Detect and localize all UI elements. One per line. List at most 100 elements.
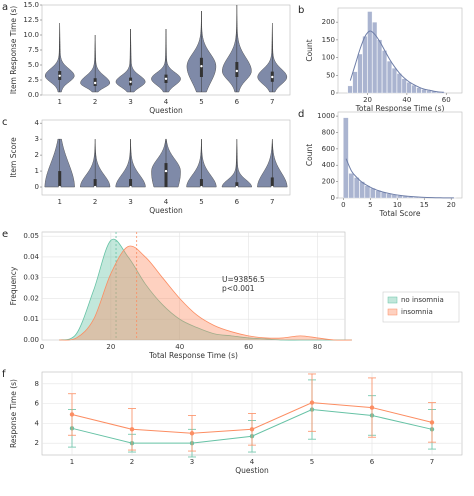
y-tick-label: 6 (35, 400, 40, 408)
kde-line (59, 238, 352, 341)
point (189, 431, 195, 436)
violin-median (58, 74, 61, 78)
y-tick-label: 800 (322, 128, 335, 136)
x-tick-label: 15 (420, 201, 429, 209)
kde-area (59, 245, 352, 341)
y-tick-label: 1000 (317, 112, 335, 120)
x-tick-label: 40 (175, 343, 184, 351)
y-tick-label: 0 (331, 194, 335, 202)
violin-box (199, 179, 203, 188)
violin-median (235, 185, 239, 189)
histogram-bar (391, 68, 397, 94)
violin-median (164, 77, 168, 81)
violin-box (129, 179, 133, 188)
histogram-bar (367, 11, 373, 94)
x-tick-label: 0 (40, 343, 44, 351)
kde-line (349, 30, 444, 93)
histogram-bar (377, 39, 383, 94)
y-tick-label: 7.5 (28, 46, 39, 54)
annotation: p<0.001 (222, 284, 255, 293)
y-axis-label: Count (305, 144, 314, 166)
y-tick-label: 2 (35, 151, 39, 159)
histogram-bar (396, 73, 402, 94)
point (69, 412, 75, 417)
x-tick-label: 0 (341, 201, 345, 209)
x-tick-label: 40 (402, 96, 411, 104)
x-tick-label: 4 (164, 98, 169, 106)
histogram-bar (387, 60, 392, 94)
x-tick-label: 5 (310, 458, 314, 466)
y-tick-label: 400 (322, 161, 335, 169)
y-tick-label: 15.0 (23, 1, 39, 9)
x-axis-label: Total Score (379, 209, 421, 218)
violin-box (235, 182, 239, 188)
violin-box (235, 62, 239, 77)
violin-median (129, 80, 132, 84)
x-tick-label: 20 (106, 343, 115, 351)
x-tick-label: 3 (128, 198, 132, 206)
x-tick-label: 5 (199, 98, 203, 106)
legend-swatch (387, 296, 398, 304)
y-tick-label: 200 (322, 18, 335, 26)
annotation: U=93856.5 (222, 275, 265, 284)
x-tick-label: 6 (235, 198, 240, 206)
y-tick-label: 0.0 (28, 91, 39, 99)
point (369, 405, 375, 410)
x-tick-label: 2 (130, 458, 134, 466)
point (129, 427, 135, 432)
y-tick-label: 200 (322, 178, 335, 186)
histogram-bar (416, 87, 422, 94)
x-axis-label: Question (149, 106, 183, 115)
histogram-bar (411, 85, 417, 94)
histogram-bar (364, 185, 371, 199)
legend: no insomnia insomnia (382, 291, 460, 323)
x-tick-label: 20 (447, 201, 456, 209)
y-tick-label: 4 (35, 119, 40, 127)
x-tick-label: 7 (430, 458, 434, 466)
y-tick-label: 8 (35, 380, 39, 388)
histogram-bar (401, 78, 407, 94)
y-tick-label: 0.00 (23, 336, 39, 344)
x-tick-label: 1 (57, 98, 61, 106)
histogram-bar (357, 53, 363, 94)
point (249, 427, 255, 432)
x-tick-label: 1 (57, 198, 61, 206)
point (429, 420, 435, 425)
x-tick-label: 10 (393, 201, 402, 209)
x-tick-label: 2 (93, 98, 97, 106)
x-tick-label: 3 (128, 98, 132, 106)
panel-letter: c (2, 117, 8, 128)
violin-median (129, 185, 132, 189)
histogram-bar (375, 190, 381, 199)
x-tick-label: 4 (250, 458, 255, 466)
x-axis-label: Question (149, 206, 183, 215)
histogram-bar (343, 117, 349, 199)
histogram-bar (406, 82, 412, 94)
legend-label: no insomnia (401, 296, 444, 304)
y-tick-label: 0 (331, 89, 335, 97)
x-tick-label: 7 (270, 98, 274, 106)
y-tick-label: 1 (35, 167, 39, 175)
panel-letter: a (2, 2, 8, 13)
y-tick-label: 2.5 (28, 76, 39, 84)
histogram-bar (386, 193, 392, 199)
x-tick-label: 20 (363, 96, 372, 104)
panel-letter: b (298, 5, 304, 16)
y-tick-label: 10.0 (23, 31, 39, 39)
panel-letter: e (2, 229, 8, 240)
y-tick-label: 150 (322, 36, 335, 44)
y-tick-label: 5.0 (28, 61, 39, 69)
x-tick-label: 1 (70, 458, 74, 466)
histogram-bar (382, 50, 387, 94)
x-tick-label: 4 (164, 198, 169, 206)
histogram-bar (348, 173, 354, 199)
x-axis-label: Total Response Time (s) (148, 351, 238, 360)
y-tick-label: 0 (35, 183, 39, 191)
violin-box (199, 57, 203, 77)
y-tick-label: 600 (322, 145, 335, 153)
legend-swatch (387, 308, 398, 316)
violin-box (270, 177, 274, 188)
panel-letter: f (2, 369, 6, 380)
x-tick-label: 6 (235, 98, 240, 106)
y-tick-label: 0.05 (23, 232, 39, 240)
